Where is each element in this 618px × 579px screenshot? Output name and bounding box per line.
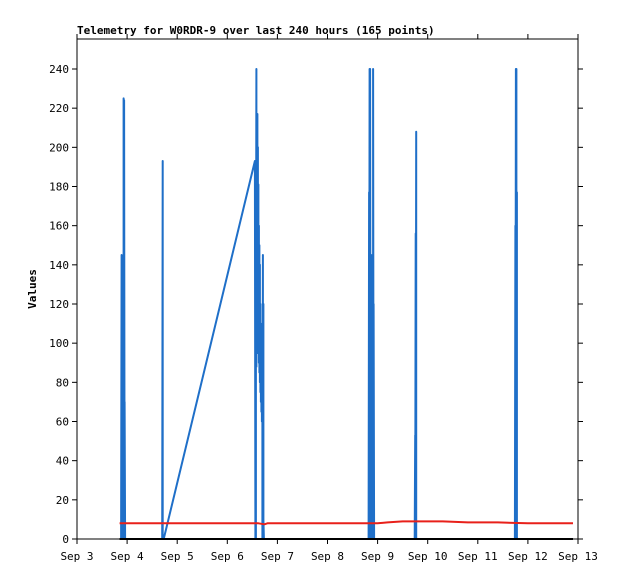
y-tick-label: 200 [49,141,69,154]
x-tick-label: Sep 8 [311,550,344,563]
y-tick-label: 0 [62,533,69,546]
y-axis-label: Values [26,269,39,309]
y-tick-label: 100 [49,337,69,350]
x-tick-label: Sep 5 [161,550,194,563]
x-tick-label: Sep 4 [111,550,144,563]
y-tick-label: 180 [49,181,69,194]
chart-title: Telemetry for W0RDR-9 over last 240 hour… [77,24,435,37]
y-tick-label: 120 [49,298,69,311]
plot-frame [76,38,579,540]
y-tick-label: 60 [56,416,69,429]
x-tick-label: Sep 7 [261,550,294,563]
y-tick-label: 20 [56,494,69,507]
x-tick-label: Sep 9 [361,550,394,563]
x-axis: Sep 3 Sep 4 Sep 5 Sep 6 Sep 7 Sep 8 Sep 9 Sep 1… [60,34,598,563]
y-tick-label: 220 [49,102,69,115]
x-tick-label: Sep 3 [60,550,93,563]
x-tick-label: Sep 6 [211,550,244,563]
series-line-1 [120,68,521,540]
series-layer [119,68,573,540]
y-tick-label: 160 [49,220,69,233]
y-tick-label: 40 [56,455,69,468]
y-tick-label: 140 [49,259,69,272]
y-axis: 0 20 40 60 80 100 120 140 160 180 200 220 240 [49,63,583,546]
series-line-2 [119,520,573,526]
x-tick-label: Sep 12 [508,550,548,563]
y-tick-label: 240 [49,63,69,76]
x-tick-label: Sep 11 [458,550,498,563]
y-tick-label: 80 [56,376,69,389]
x-tick-label: Sep 10 [408,550,448,563]
x-tick-label: Sep 13 [558,550,598,563]
